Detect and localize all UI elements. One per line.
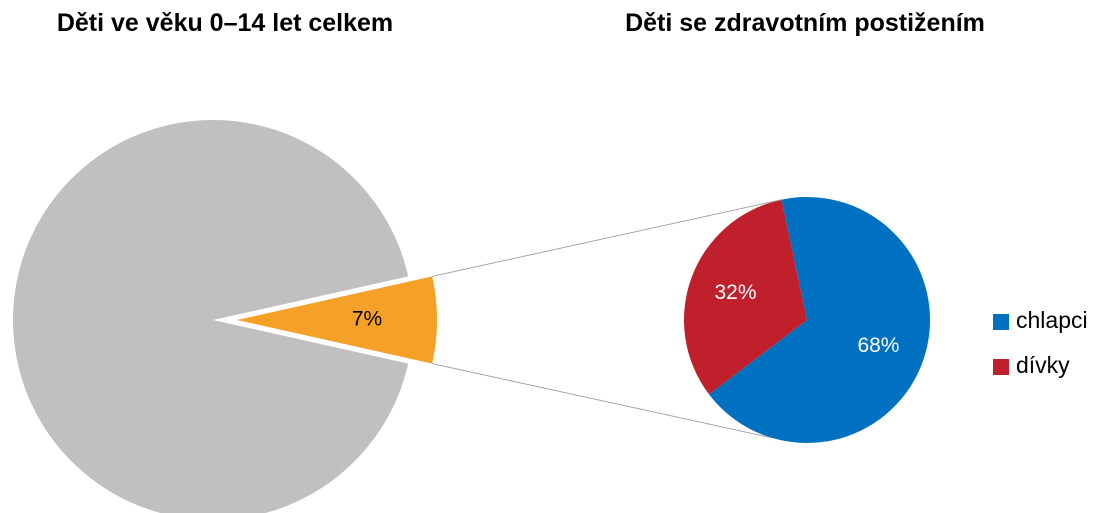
pie-slice — [709, 197, 930, 443]
legend-label: dívky — [1016, 352, 1070, 378]
legend-swatch — [993, 314, 1009, 330]
pie-slice — [683, 199, 807, 395]
legend-label: chlapci — [1016, 307, 1088, 333]
connector-line — [432, 363, 772, 439]
chart-title: Děti se zdravotním postižením — [625, 9, 985, 37]
connector-line — [432, 199, 782, 277]
data-label: 68% — [857, 334, 899, 357]
chart-title: Děti ve věku 0–14 let celkem — [56, 9, 394, 37]
data-label: 32% — [715, 281, 757, 304]
pie-slice — [237, 276, 438, 364]
pie-slice — [12, 120, 409, 513]
data-label: 7% — [352, 308, 382, 331]
legend-swatch — [993, 359, 1009, 375]
